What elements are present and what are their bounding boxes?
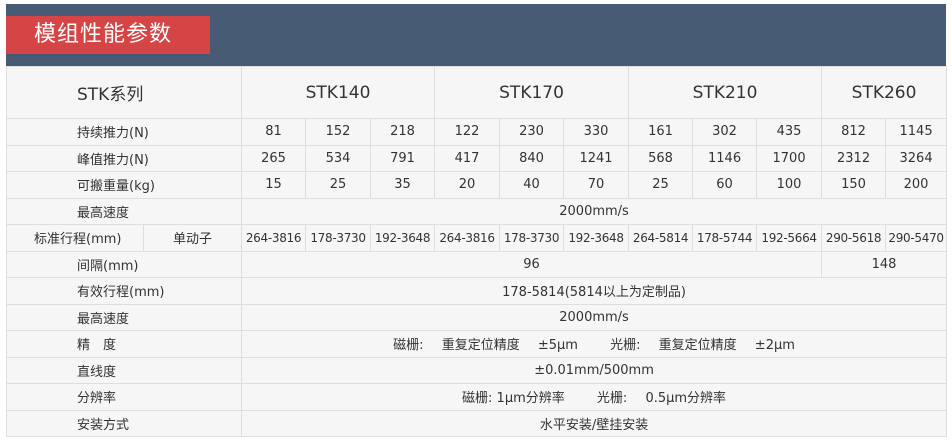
row-label: 持续推力(N) <box>5 118 243 146</box>
row-label: 标准行程(mm) <box>6 224 144 252</box>
cell-value: 791 <box>370 144 436 172</box>
cell-value: 840 <box>499 144 565 172</box>
cell-value: 200 <box>885 171 948 199</box>
opt-label: 光栅: <box>596 391 628 407</box>
row-label: 最高速度 <box>5 303 243 331</box>
cell-value: 122 <box>434 118 501 146</box>
cell-value: 15 <box>241 171 307 199</box>
cell-value: 161 <box>628 118 694 146</box>
mag-text: 重复定位精度 <box>441 338 520 354</box>
spec-table: STK系列 STK140 STK170 STK210 STK260 持续推力(N… <box>5 66 948 437</box>
cell-value: 25 <box>305 171 372 199</box>
row-standard-stroke: 标准行程(mm) 单动子 264-3816 178-3730 192-3648 264… <box>6 224 948 252</box>
cell-value: 水平安装/壁挂安装 <box>241 409 948 437</box>
model-header: STK260 <box>821 66 948 119</box>
cell-value: 1145 <box>885 118 948 146</box>
row-spacing: 间隔(mm) 96 148 <box>5 250 948 278</box>
cell-value: 20 <box>434 171 501 199</box>
cell-value: 192-3648 <box>370 224 436 252</box>
cell-value: 70 <box>563 171 630 199</box>
cell-value: 150 <box>821 171 887 199</box>
cell-value: 60 <box>692 171 758 199</box>
cell-value: 178-3730 <box>499 224 565 252</box>
row-label: 最高速度 <box>5 197 243 225</box>
page-title: 模组性能参数 <box>6 16 210 54</box>
row-continuous-force: 持续推力(N) 81 152 218 122 230 330 161 302 435 812 114… <box>5 118 948 146</box>
cell-value: 25 <box>628 171 694 199</box>
header-row: STK系列 STK140 STK170 STK210 STK260 <box>5 66 948 119</box>
row-effective-stroke: 有效行程(mm) 178-5814(5814以上为定制品) <box>5 277 948 305</box>
cell-value: 812 <box>821 118 887 146</box>
row-max-speed: 最高速度 2000mm/s <box>5 197 948 225</box>
cell-value: 35 <box>370 171 436 199</box>
cell-value: 264-3816 <box>241 224 307 252</box>
cell-value: 264-3816 <box>434 224 501 252</box>
series-label: STK系列 <box>5 66 243 119</box>
mag-value: ±5μm <box>537 338 578 354</box>
row-precision: 精 度 磁栅: 重复定位精度 ±5μm 光栅: 重复定位精度 ±2μm <box>5 330 948 358</box>
cell-value: 178-3730 <box>305 224 372 252</box>
cell-value: ±0.01mm/500mm <box>241 356 948 384</box>
row-sublabel: 单动子 <box>142 224 243 252</box>
cell-value: 290-5470 <box>885 224 948 252</box>
row-resolution: 分辨率 磁栅: 1μm分辨率 光栅: 0.5μm分辨率 <box>5 383 948 411</box>
cell-value: 230 <box>499 118 565 146</box>
model-header: STK210 <box>628 66 823 119</box>
cell-value: 417 <box>434 144 501 172</box>
cell-value: 302 <box>692 118 758 146</box>
cell-value: 192-3648 <box>563 224 630 252</box>
cell-value: 218 <box>370 118 436 146</box>
row-label: 安装方式 <box>5 409 243 437</box>
cell-value: 2000mm/s <box>241 303 948 331</box>
opt-value: 0.5μm分辨率 <box>645 391 727 407</box>
cell-value: 290-5618 <box>821 224 887 252</box>
mag-label: 磁栅: <box>393 338 424 354</box>
cell-value: 152 <box>305 118 372 146</box>
row-label: 峰值推力(N) <box>5 144 243 172</box>
cell-value: 264-5814 <box>628 224 694 252</box>
row-max-speed: 最高速度 2000mm/s <box>5 303 948 331</box>
row-label: 间隔(mm) <box>5 250 243 278</box>
cell-value: 178-5744 <box>692 224 758 252</box>
cell-value: 534 <box>305 144 372 172</box>
mag-value: 1μm分辨率 <box>496 391 565 407</box>
cell-value: 265 <box>241 144 307 172</box>
opt-text: 重复定位精度 <box>658 338 737 354</box>
cell-value: 148 <box>821 250 948 278</box>
row-label: 直线度 <box>5 356 243 384</box>
cell-value: 100 <box>756 171 823 199</box>
mag-label: 磁栅: <box>462 391 493 407</box>
cell-value: 磁栅: 1μm分辨率 光栅: 0.5μm分辨率 <box>241 383 948 411</box>
row-label: 精 度 <box>5 330 243 358</box>
cell-value: 178-5814(5814以上为定制品) <box>241 277 948 305</box>
cell-value: 96 <box>241 250 823 278</box>
row-label: 可搬重量(kg) <box>5 171 243 199</box>
cell-value: 2000mm/s <box>241 197 948 225</box>
row-straightness: 直线度 ±0.01mm/500mm <box>5 356 948 384</box>
cell-value: 330 <box>563 118 630 146</box>
cell-value: 40 <box>499 171 565 199</box>
row-payload: 可搬重量(kg) 15 25 35 20 40 70 25 60 100 150 200 <box>5 171 948 199</box>
opt-label: 光栅: <box>610 338 641 354</box>
cell-value: 435 <box>756 118 823 146</box>
cell-value: 2312 <box>821 144 887 172</box>
cell-value: 磁栅: 重复定位精度 ±5μm 光栅: 重复定位精度 ±2μm <box>241 330 948 358</box>
model-header: STK140 <box>241 66 436 119</box>
row-label: 分辨率 <box>5 383 243 411</box>
cell-value: 568 <box>628 144 694 172</box>
opt-value: ±2μm <box>754 338 795 354</box>
cell-value: 81 <box>241 118 307 146</box>
cell-value: 192-5664 <box>756 224 823 252</box>
row-peak-force: 峰值推力(N) 265 534 791 417 840 1241 568 1146 1700 23… <box>5 144 948 172</box>
cell-value: 1241 <box>563 144 630 172</box>
cell-value: 1146 <box>692 144 758 172</box>
row-label: 有效行程(mm) <box>5 277 243 305</box>
model-header: STK170 <box>434 66 630 119</box>
row-mounting: 安装方式 水平安装/壁挂安装 <box>5 409 948 437</box>
cell-value: 1700 <box>756 144 823 172</box>
cell-value: 3264 <box>885 144 948 172</box>
